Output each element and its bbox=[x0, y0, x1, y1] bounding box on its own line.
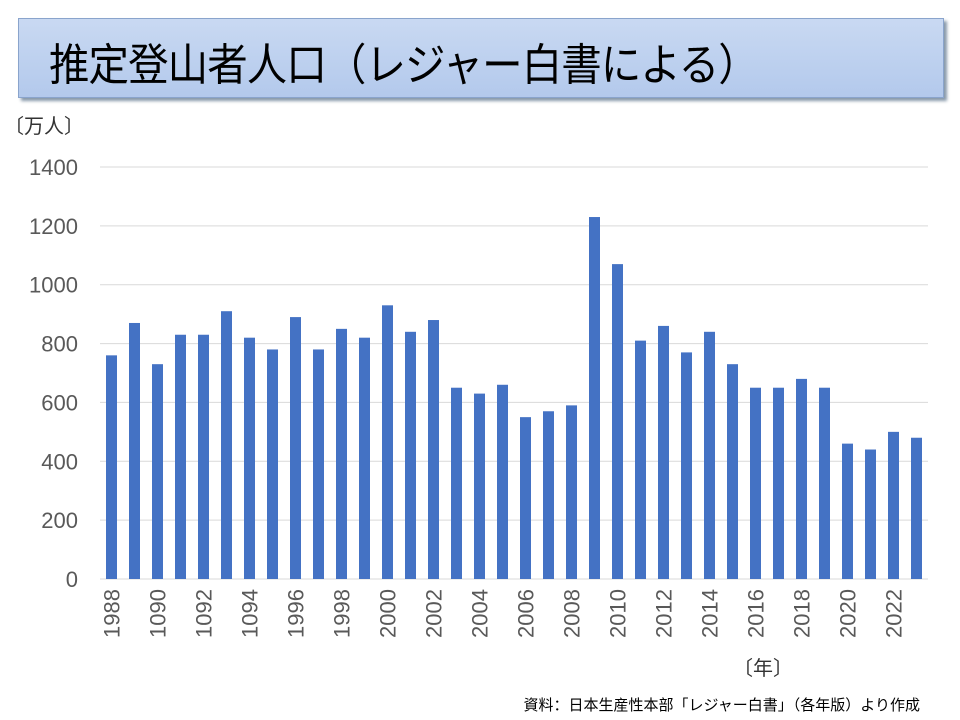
x-tick-label: 1998 bbox=[330, 589, 355, 638]
bar-2009 bbox=[589, 217, 600, 579]
y-tick-label: 1200 bbox=[29, 214, 78, 239]
bar-1993 bbox=[221, 311, 232, 579]
bar-2018 bbox=[796, 378, 807, 579]
x-tick-label: 2004 bbox=[468, 589, 493, 638]
x-tick-label: 2008 bbox=[560, 589, 585, 638]
bar-1997 bbox=[313, 349, 324, 579]
bar-1999 bbox=[359, 337, 370, 579]
x-tick-label: 1988 bbox=[100, 589, 125, 638]
bar-2004 bbox=[474, 393, 485, 579]
y-tick-label: 400 bbox=[41, 449, 78, 474]
bar-1992 bbox=[198, 334, 209, 579]
bar-2023 bbox=[911, 437, 922, 579]
bar-1988 bbox=[106, 355, 117, 579]
x-tick-label: 1996 bbox=[284, 589, 309, 638]
x-tick-label: 2002 bbox=[422, 589, 447, 638]
bar-2016 bbox=[750, 387, 761, 579]
bar-2000 bbox=[382, 305, 393, 579]
bar-2010 bbox=[612, 264, 623, 579]
bar-2017 bbox=[773, 387, 784, 579]
y-tick-label: 1000 bbox=[29, 273, 78, 298]
x-tick-label: 2018 bbox=[790, 589, 815, 638]
bar-2013 bbox=[681, 352, 692, 579]
x-tick-label: 2000 bbox=[376, 589, 401, 638]
x-tick-label: 2020 bbox=[836, 589, 861, 638]
x-tick-label: 2016 bbox=[744, 589, 769, 638]
title-banner: 推定登山者人口（レジャー白書による） bbox=[18, 18, 944, 98]
bar-2002 bbox=[428, 320, 439, 579]
bar-1998 bbox=[336, 328, 347, 579]
x-tick-label: 2014 bbox=[698, 589, 723, 638]
x-tick-label: 1090 bbox=[146, 589, 171, 638]
y-axis-unit: 〔万人〕 bbox=[4, 114, 84, 138]
bar-2021 bbox=[865, 449, 876, 579]
y-tick-label: 200 bbox=[41, 508, 78, 533]
bar-2008 bbox=[566, 405, 577, 579]
bar-1990 bbox=[152, 364, 163, 579]
bar-2005 bbox=[497, 384, 508, 579]
bar-2011 bbox=[635, 340, 646, 579]
bar-2014 bbox=[704, 331, 715, 579]
bar-1995 bbox=[267, 349, 278, 579]
x-axis-unit: 〔年〕 bbox=[733, 656, 793, 680]
x-tick-label: 2010 bbox=[606, 589, 631, 638]
y-tick-label: 1400 bbox=[29, 155, 78, 180]
bar-1989 bbox=[129, 322, 140, 579]
x-tick-label: 2006 bbox=[514, 589, 539, 638]
x-tick-label: 2012 bbox=[652, 589, 677, 638]
x-tick-label: 1094 bbox=[238, 589, 263, 638]
x-tick-label: 2022 bbox=[882, 589, 907, 638]
x-tick-label: 1092 bbox=[192, 589, 217, 638]
bar-1994 bbox=[244, 337, 255, 579]
bar-2007 bbox=[543, 411, 554, 579]
bar-2015 bbox=[727, 364, 738, 579]
bar-1996 bbox=[290, 317, 301, 579]
y-tick-label: 600 bbox=[41, 390, 78, 415]
y-tick-label: 0 bbox=[66, 567, 78, 592]
bar-2001 bbox=[405, 331, 416, 579]
y-tick-label: 800 bbox=[41, 332, 78, 357]
source-note: 資料：日本生産性本部「レジャー白書」（各年版）より作成 bbox=[523, 696, 920, 714]
bar-1991 bbox=[175, 334, 186, 579]
bar-2012 bbox=[658, 325, 669, 579]
bar-2006 bbox=[520, 417, 531, 579]
bar-2020 bbox=[842, 443, 853, 579]
bar-2022 bbox=[888, 431, 899, 579]
bar-2019 bbox=[819, 387, 830, 579]
chart-title: 推定登山者人口（レジャー白書による） bbox=[49, 40, 759, 91]
bar-2003 bbox=[451, 387, 462, 579]
